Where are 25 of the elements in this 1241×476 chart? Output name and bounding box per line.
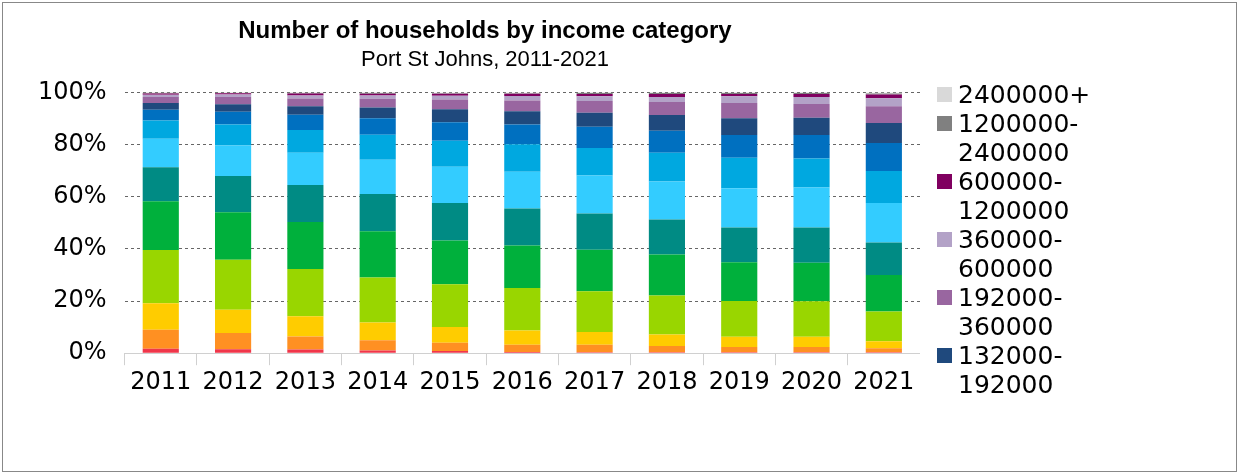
x-tick-label: 2011 bbox=[130, 366, 192, 395]
y-tick-label: 40% bbox=[53, 233, 107, 262]
y-tick-label: 20% bbox=[53, 285, 107, 314]
x-tick-label: 2015 bbox=[419, 366, 481, 395]
x-tick-label: 2021 bbox=[853, 366, 915, 395]
x-tick-label: 2016 bbox=[491, 366, 553, 395]
legend-label: 360000-600000 bbox=[958, 225, 1064, 283]
chart-subtitle: Port St Johns, 2011-2021 bbox=[360, 46, 610, 72]
legend-label: 192000-360000 bbox=[958, 283, 1064, 341]
legend-label: 2400000+ bbox=[958, 80, 1091, 109]
x-tick-label: 2017 bbox=[564, 366, 626, 395]
chart-title: Number of households by income category bbox=[237, 16, 733, 44]
y-tick-label: 80% bbox=[53, 128, 107, 157]
y-tick-label: 0% bbox=[68, 337, 107, 366]
x-tick-label: 2013 bbox=[274, 366, 336, 395]
x-tick-label: 2019 bbox=[708, 366, 770, 395]
legend-label: 1200000-2400000 bbox=[958, 109, 1080, 167]
x-tick-label: 2020 bbox=[781, 366, 843, 395]
x-tick-label: 2018 bbox=[636, 366, 698, 395]
y-tick-label: 100% bbox=[37, 76, 107, 105]
legend-label: 132000-192000 bbox=[958, 341, 1064, 399]
x-tick-label: 2012 bbox=[202, 366, 264, 395]
y-tick-label: 60% bbox=[53, 180, 107, 209]
x-tick-label: 2014 bbox=[347, 366, 409, 395]
legend-label: 600000-1200000 bbox=[958, 167, 1071, 225]
